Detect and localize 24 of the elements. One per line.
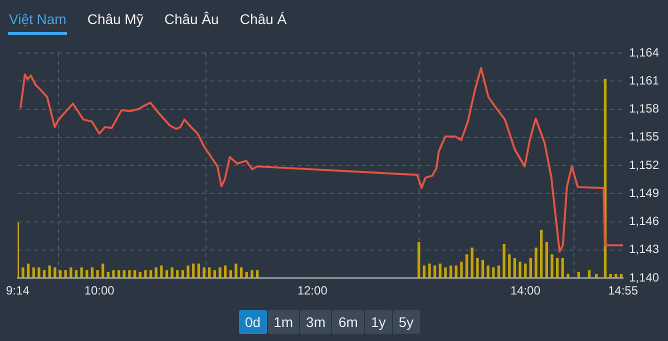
- y-tick-label: 1,155: [629, 130, 660, 144]
- text: 5y: [392, 310, 420, 334]
- y-tick-label: 1,146: [629, 214, 660, 228]
- x-tick-label: 14:55: [608, 284, 638, 298]
- x-tick-label: 9:14: [6, 284, 30, 298]
- y-tick-label: 1,149: [629, 186, 660, 200]
- text: 6m: [332, 310, 364, 334]
- y-tick-label: 1,161: [629, 73, 660, 88]
- y-tick-label: 1,152: [629, 158, 660, 172]
- text: 1m: [268, 310, 300, 334]
- y-tick-label: 1,140: [629, 270, 660, 284]
- x-tick-label: 14:00: [510, 284, 541, 298]
- text: Việt Nam: [8, 8, 68, 35]
- text: Châu Á: [238, 10, 288, 29]
- y-tick-label: 1,143: [629, 242, 660, 256]
- text: 1y: [364, 310, 392, 334]
- text: 3m: [300, 310, 332, 334]
- x-tick-label: 10:00: [84, 284, 115, 298]
- text: 0d: [239, 310, 267, 334]
- x-tick-label: 12:00: [297, 284, 328, 298]
- y-tick-label: 1,158: [629, 102, 660, 116]
- text: Châu Mỹ: [86, 10, 144, 29]
- y-tick-label: 1,164: [629, 45, 660, 60]
- text: Châu Âu: [163, 10, 220, 29]
